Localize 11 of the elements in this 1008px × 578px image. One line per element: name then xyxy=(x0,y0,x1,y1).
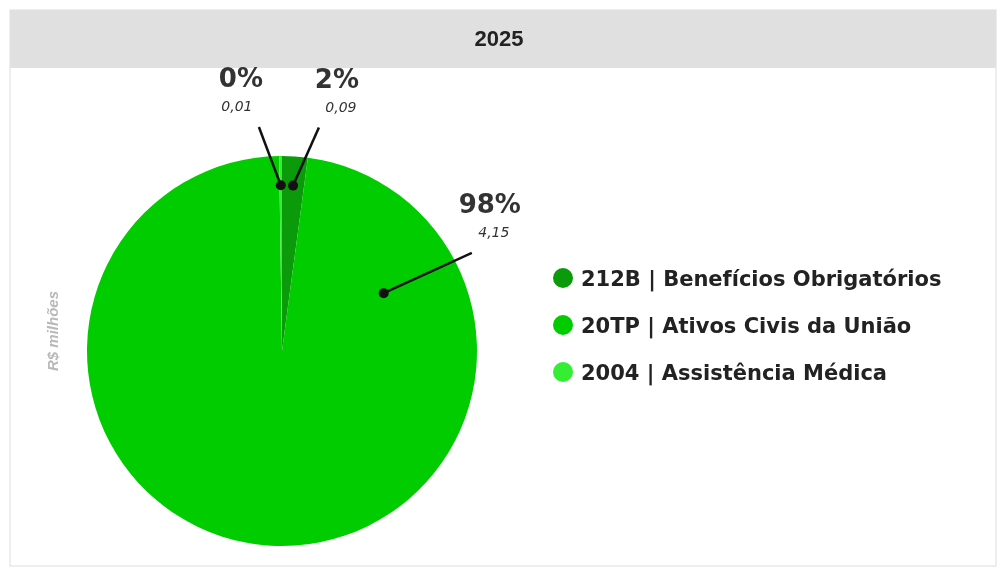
text: 98% xyxy=(458,188,521,219)
legend-label: 212B | Benefícios Obrigatórios xyxy=(581,267,942,292)
text: 2% xyxy=(314,63,359,94)
data-label: 0,09 xyxy=(325,98,357,115)
legend-label: 20TP | Ativos Civis da União xyxy=(581,314,912,339)
chart-title: 2025 xyxy=(474,26,524,51)
data-label: 0,01 xyxy=(221,98,253,115)
data-label: 4,15 xyxy=(478,223,510,240)
legend-label: 2004 | Assistência Médica xyxy=(581,361,888,386)
text: 0% xyxy=(218,63,263,94)
text: R$ milhões xyxy=(44,290,61,372)
